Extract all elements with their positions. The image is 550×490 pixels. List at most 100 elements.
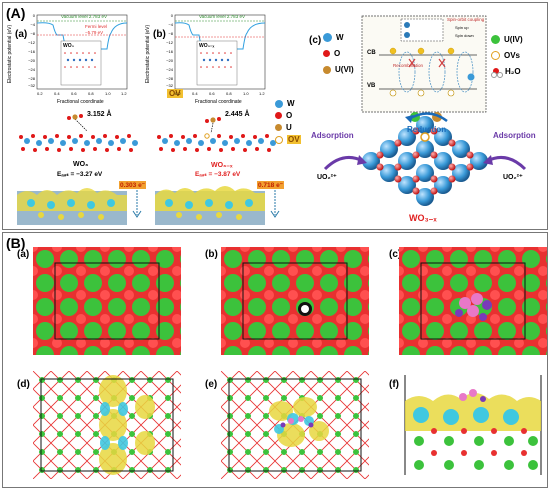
vacuum-level-b: Vacuum level 2.783 eV	[199, 14, 245, 19]
legend-o-label: O	[286, 111, 293, 120]
material-label-b: WO₃₋ₓ	[211, 162, 233, 169]
adsorption-label-left: Adsorption	[311, 131, 354, 140]
o-atom-icon	[323, 50, 330, 57]
legend-c-h2o-label: H₂O	[505, 67, 521, 76]
charge-transfer-b: 0.718 e⁻	[257, 181, 285, 189]
u6-atom-icon	[323, 65, 331, 74]
potential-plot-b	[174, 14, 266, 90]
legend-c-ovs: OVs	[491, 51, 520, 60]
tile-c-label: (c)	[389, 249, 402, 260]
legend-mid: W O U OV	[275, 99, 315, 149]
wo3x-slab-structure	[157, 117, 276, 152]
vacuum-level-a: Vacuum level 2.783 eV	[61, 14, 107, 19]
ytick: −20	[166, 58, 173, 63]
inset-title-a: WO₃	[63, 43, 74, 49]
subpanel-c-label: (c)	[309, 35, 322, 46]
xtick: 0.6	[209, 91, 215, 96]
water-molecule-icon	[491, 67, 503, 78]
xtick: 0.2	[175, 91, 181, 96]
legend-ov-label: OV	[287, 135, 301, 144]
eads-label-b: Eₐₔₛ = −3.87 eV	[195, 171, 241, 178]
tile-d-charge-density	[33, 371, 181, 479]
tile-c-lattice	[399, 247, 547, 355]
tile-f-side-view	[399, 371, 547, 479]
panel-a-frame: (A) (a) Electrostatic potential (eV) Vac…	[2, 2, 548, 230]
bond-length-a: 3.152 Å	[87, 111, 112, 118]
adsorption-arrow-right	[483, 155, 527, 171]
charge-density-a	[17, 187, 142, 225]
xtick: 0.2	[37, 91, 43, 96]
cb-label: CB	[367, 50, 376, 56]
u-atom-icon	[275, 124, 282, 131]
xtick: 0.8	[88, 91, 94, 96]
material-label-c: WO₃₋ₓ	[409, 213, 437, 223]
tile-d-label: (d)	[17, 379, 30, 390]
fermi-level-a: Fermi level	[85, 24, 108, 29]
charge-density-b	[155, 186, 280, 225]
ytick: −16	[166, 49, 173, 54]
reduction-label: Reduction	[407, 125, 447, 134]
xtick: 0.6	[71, 91, 77, 96]
o-atom-icon	[275, 112, 282, 119]
recombination-label: Recombination	[393, 63, 424, 68]
subpanel-b-label: (b)	[153, 29, 166, 40]
wo3x-crystal-block	[362, 112, 488, 206]
legend-c-u6-label: U(VI)	[335, 65, 354, 74]
uo2-label-left: UO₂²⁺	[317, 174, 337, 181]
bond-length-b: 2.445 Å	[225, 111, 250, 118]
ytick: 0	[170, 13, 173, 18]
fermi-value-a: −5.79 eV	[85, 30, 104, 35]
legend-c-u4: U(IV)	[491, 35, 523, 44]
uo2-label-right: UO₂²⁺	[503, 174, 523, 181]
yticks-a: 0 −4 −8 −12 −16 −20 −24 −28 −32	[25, 13, 35, 88]
ytick: −16	[28, 49, 35, 54]
ov-vacancy-icon	[491, 51, 500, 60]
legend-c: W O U(VI) U(IV) OVs H₂O	[323, 33, 543, 103]
xtick: 0.8	[226, 91, 232, 96]
legend-c-ovs-label: OVs	[504, 51, 521, 60]
ylabel-a: Electrostatic potential (eV)	[7, 24, 14, 84]
ytick: −28	[166, 76, 173, 81]
subpanel-a-label: (a)	[15, 29, 28, 40]
legend-ov: OV	[275, 135, 301, 144]
xlabel-a: Fractional coordinate	[57, 99, 104, 105]
adsorption-label-right: Adsorption	[493, 131, 536, 140]
ylabel-b: Electrostatic potential (eV)	[145, 24, 152, 84]
ytick: −4	[30, 22, 35, 27]
legend-c-o: O	[323, 49, 340, 58]
ytick: −8	[30, 31, 35, 36]
ytick: −28	[28, 76, 35, 81]
charge-transfer-a: 0.303 e⁻	[119, 181, 147, 189]
ytick: −32	[166, 83, 173, 88]
reduction-arrow	[405, 112, 448, 123]
xtick: 1.2	[121, 91, 127, 96]
panel-b-frame: (B) (a) (b) (c) (d)	[2, 232, 548, 488]
tile-b-lattice	[221, 247, 369, 355]
xlabel-b: Fractional coordinate	[195, 99, 242, 105]
ytick: −4	[168, 22, 173, 27]
xtick: 1.0	[243, 91, 249, 96]
spin-up-label: Spin up	[455, 25, 469, 30]
band-diagram	[361, 15, 487, 113]
xtick: 0.4	[192, 91, 198, 96]
legend-c-o-label: O	[334, 49, 341, 58]
spin-down-label: Spin down	[455, 33, 474, 38]
xticks-b: 0.2 0.4 0.6 0.8 1.0 1.2	[175, 91, 267, 97]
ytick: −24	[166, 67, 173, 72]
xtick: 0.4	[54, 91, 60, 96]
legend-c-w: W	[323, 33, 344, 42]
ytick: 0	[32, 13, 35, 18]
tile-a-label: (a)	[17, 249, 30, 260]
adsorption-arrow-left	[323, 155, 367, 171]
xtick: 1.0	[105, 91, 111, 96]
legend-o: O	[275, 111, 292, 120]
spin-orbit-label: Spin-orbit coupling	[447, 17, 485, 22]
xtick: 1.2	[259, 91, 265, 96]
panel-b-label: (B)	[6, 235, 26, 251]
u4-atom-icon	[491, 35, 500, 44]
legend-w: W	[275, 99, 295, 108]
potential-plot-a	[36, 14, 128, 90]
ytick: −20	[28, 58, 35, 63]
tile-e-label: (e)	[205, 379, 218, 390]
tile-e-charge-density	[221, 371, 369, 479]
